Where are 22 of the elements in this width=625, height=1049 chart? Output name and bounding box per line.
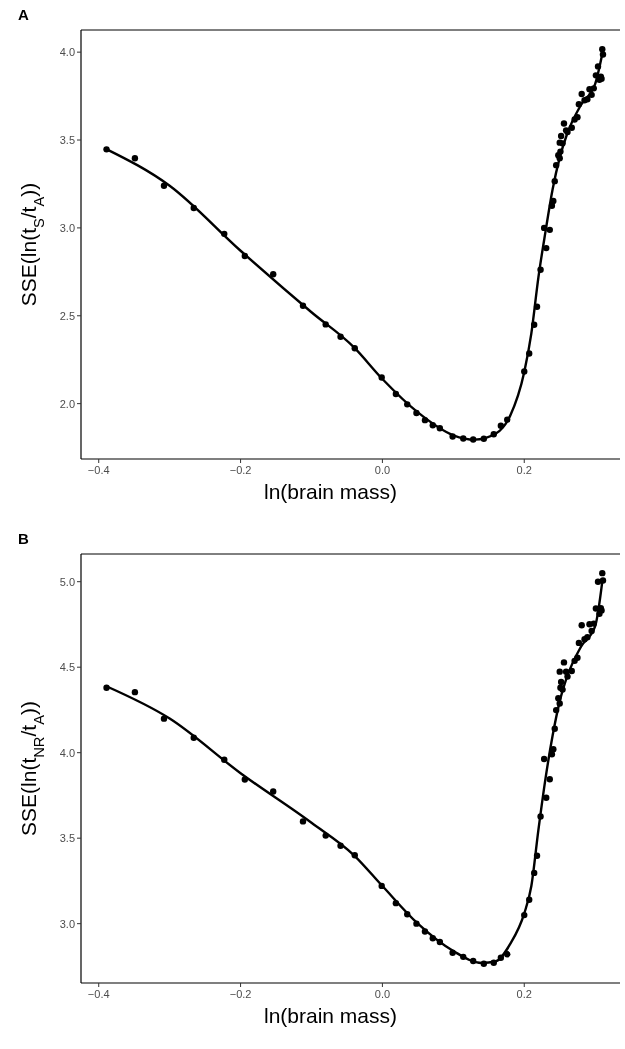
y-tick-label: 4.0 (59, 746, 75, 759)
y-tick-label: 3.5 (59, 832, 75, 845)
chart-title: B (18, 530, 29, 547)
y-tick-label: 2.0 (59, 397, 75, 410)
x-tick-label: −0.4 (87, 988, 110, 1000)
y-tick-label: 3.5 (59, 134, 75, 147)
x-tick-label: 0.2 (516, 464, 532, 476)
x-tick-label: −0.2 (229, 464, 252, 476)
x-tick-label: 0.0 (374, 464, 391, 476)
x-tick-label: 0.0 (374, 988, 391, 1000)
y-tick-label: 4.5 (59, 661, 75, 674)
x-axis-title: ln(brain mass) (263, 1004, 398, 1027)
y-tick-label: 5.0 (59, 575, 75, 588)
y-tick-label: 3.0 (59, 221, 75, 234)
y-tick-label: 2.5 (59, 309, 75, 322)
x-tick-label: 0.2 (516, 988, 532, 1000)
x-tick-label: −0.4 (87, 464, 110, 476)
x-tick-label: −0.2 (229, 988, 252, 1000)
chart-title: A (18, 6, 29, 23)
y-tick-label: 3.0 (59, 917, 75, 930)
y-tick-label: 4.0 (59, 46, 75, 59)
x-axis-title: ln(brain mass) (263, 480, 398, 503)
